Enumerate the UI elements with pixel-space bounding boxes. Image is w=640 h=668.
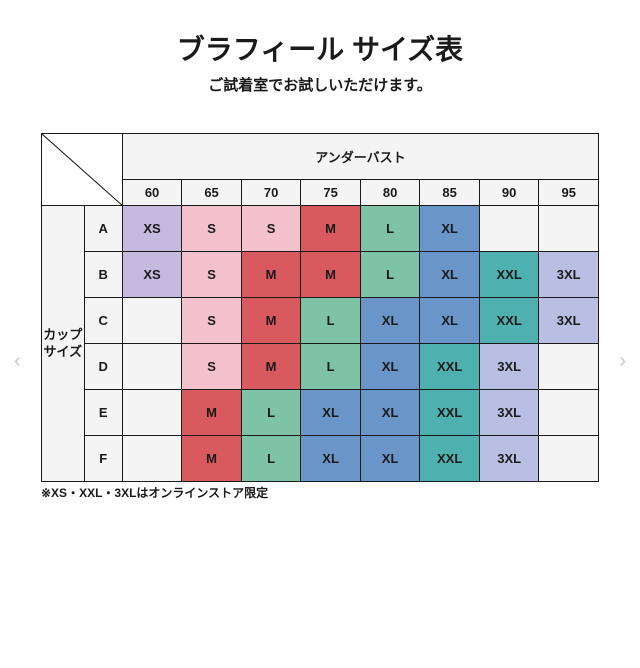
cell-D-65: S — [182, 344, 242, 390]
cell-E-85: XXL — [420, 390, 480, 436]
cell-B-65: S — [182, 252, 242, 298]
col-85: 85 — [420, 180, 480, 206]
cell-D-85: XXL — [420, 344, 480, 390]
footnote: ※XS・XXL・3XLはオンラインストア限定 — [41, 484, 640, 501]
cell-A-70: S — [241, 206, 301, 252]
subtitle: ご試着室でお試しいただけます。 — [0, 74, 640, 95]
cell-E-90: 3XL — [479, 390, 539, 436]
col-90: 90 — [479, 180, 539, 206]
row-label-F: F — [84, 436, 122, 482]
cell-F-90: 3XL — [479, 436, 539, 482]
cell-A-60: XS — [122, 206, 182, 252]
cell-E-65: M — [182, 390, 242, 436]
cell-C-90: XXL — [479, 298, 539, 344]
cell-C-95: 3XL — [539, 298, 599, 344]
row-label-B: B — [84, 252, 122, 298]
cell-A-85: XL — [420, 206, 480, 252]
cell-F-75: XL — [301, 436, 361, 482]
cell-D-80: XL — [360, 344, 420, 390]
cell-A-80: L — [360, 206, 420, 252]
row-label-E: E — [84, 390, 122, 436]
col-header: アンダーバスト — [122, 134, 598, 180]
cell-C-80: XL — [360, 298, 420, 344]
cell-B-80: L — [360, 252, 420, 298]
cell-F-85: XXL — [420, 436, 480, 482]
cell-C-70: M — [241, 298, 301, 344]
cell-F-80: XL — [360, 436, 420, 482]
nav-next[interactable]: › — [611, 342, 634, 381]
cell-B-85: XL — [420, 252, 480, 298]
row-label-D: D — [84, 344, 122, 390]
row-label-A: A — [84, 206, 122, 252]
size-table-container: アンダーバスト 6065707580859095 カップ サイズAXSSSMLX… — [41, 133, 599, 482]
cell-C-60 — [122, 298, 182, 344]
cell-C-75: L — [301, 298, 361, 344]
cell-A-65: S — [182, 206, 242, 252]
size-table: アンダーバスト 6065707580859095 カップ サイズAXSSSMLX… — [41, 133, 599, 482]
cell-A-75: M — [301, 206, 361, 252]
cell-D-70: M — [241, 344, 301, 390]
cell-B-70: M — [241, 252, 301, 298]
cell-C-65: S — [182, 298, 242, 344]
cell-F-65: M — [182, 436, 242, 482]
cell-C-85: XL — [420, 298, 480, 344]
cell-E-70: L — [241, 390, 301, 436]
cell-B-90: XXL — [479, 252, 539, 298]
cell-E-80: XL — [360, 390, 420, 436]
cell-B-60: XS — [122, 252, 182, 298]
page-title: ブラフィール サイズ表 — [0, 28, 640, 68]
cell-F-95 — [539, 436, 599, 482]
cell-D-75: L — [301, 344, 361, 390]
nav-prev[interactable]: ‹ — [6, 342, 29, 381]
cell-B-95: 3XL — [539, 252, 599, 298]
row-label-C: C — [84, 298, 122, 344]
col-60: 60 — [122, 180, 182, 206]
cell-D-90: 3XL — [479, 344, 539, 390]
col-65: 65 — [182, 180, 242, 206]
col-80: 80 — [360, 180, 420, 206]
cell-B-75: M — [301, 252, 361, 298]
cell-E-60 — [122, 390, 182, 436]
cell-F-60 — [122, 436, 182, 482]
col-70: 70 — [241, 180, 301, 206]
col-95: 95 — [539, 180, 599, 206]
cell-D-60 — [122, 344, 182, 390]
corner-cell — [42, 134, 123, 206]
cell-F-70: L — [241, 436, 301, 482]
cell-A-95 — [539, 206, 599, 252]
row-header: カップ サイズ — [42, 206, 85, 482]
cell-A-90 — [479, 206, 539, 252]
col-75: 75 — [301, 180, 361, 206]
cell-D-95 — [539, 344, 599, 390]
cell-E-75: XL — [301, 390, 361, 436]
cell-E-95 — [539, 390, 599, 436]
